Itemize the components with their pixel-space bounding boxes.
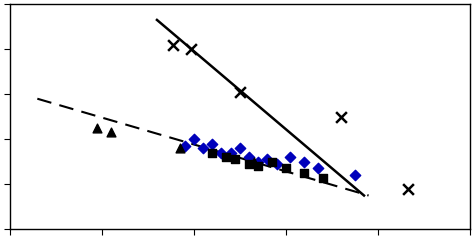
Point [222,155,230,159]
Point [199,146,207,150]
Point [190,137,198,141]
Point [209,151,216,155]
Point [287,155,294,159]
Point [107,130,115,134]
Point [250,160,257,164]
Point [245,162,253,166]
Point [169,43,177,47]
Point [188,47,195,51]
Point [236,90,244,94]
Point [227,151,234,155]
Point [231,158,239,161]
Point [93,126,101,130]
Point [268,160,276,164]
Point [314,167,322,170]
Point [255,164,262,168]
Point [209,142,216,146]
Point [282,167,290,170]
Point [337,115,345,119]
Point [319,176,327,179]
Point [264,158,271,161]
Point [218,151,225,155]
Point [351,173,359,177]
Point [301,171,308,175]
Point [255,160,262,164]
Point [176,146,184,150]
Point [245,155,253,159]
Point [181,144,188,148]
Point [236,146,244,150]
Point [301,160,308,164]
Point [273,162,281,166]
Point [404,187,411,191]
